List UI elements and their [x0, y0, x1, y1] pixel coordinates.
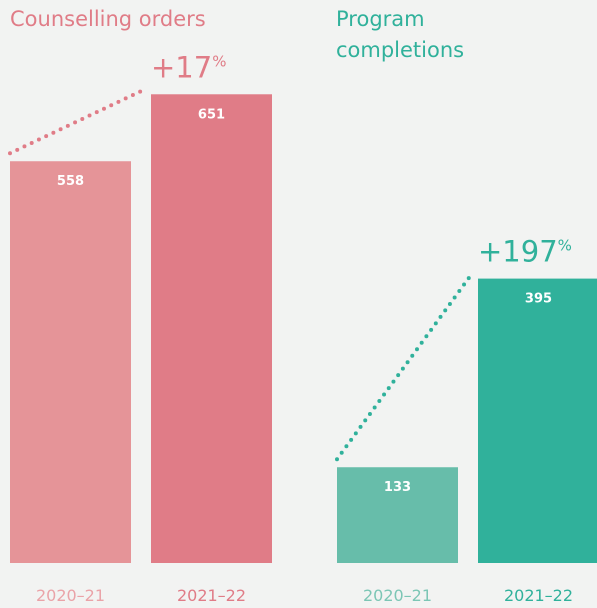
annotation: +197% — [478, 235, 572, 269]
bar — [478, 278, 597, 563]
annotation-unit: % — [212, 52, 226, 70]
bar — [10, 161, 131, 564]
data-label: 651 — [198, 107, 225, 122]
annotation-unit: % — [558, 237, 572, 255]
trend-dots — [8, 87, 147, 156]
x-tick-label: 2020–21 — [36, 586, 105, 605]
bar — [151, 94, 272, 563]
chart-title: Program completions — [336, 7, 465, 62]
data-label: 133 — [384, 480, 411, 495]
chart-title: Counselling orders — [10, 7, 206, 31]
annotation: +17% — [151, 50, 226, 84]
x-tick-label: 2021–22 — [177, 586, 246, 605]
annotation-value: +197 — [478, 235, 558, 269]
data-label: 558 — [57, 174, 84, 189]
x-tick-label: 2021–22 — [504, 586, 573, 605]
annotation-value: +17 — [151, 50, 212, 84]
x-tick-label: 2020–21 — [363, 586, 432, 605]
data-label: 395 — [525, 292, 552, 307]
trend-dots — [335, 271, 474, 462]
bar — [337, 467, 458, 563]
